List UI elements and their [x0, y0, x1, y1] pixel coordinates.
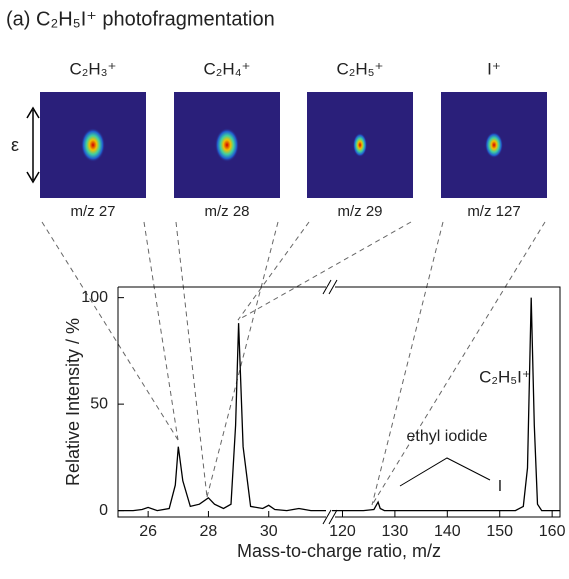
panel-label: m/z 29 — [337, 203, 382, 220]
panel-label: m/z 27 — [70, 203, 115, 220]
x-axis-label: Mass-to-charge ratio, m/z — [237, 541, 441, 561]
figure: (a) C₂H₅I⁺ photofragmentation ε C₂H₅I⁺ e… — [0, 0, 569, 574]
annotation: I — [498, 478, 502, 495]
panel-ion: I⁺ — [487, 59, 501, 78]
connectors — [42, 222, 545, 505]
x-tick-label: 160 — [539, 523, 566, 540]
annotation: C₂H₅I⁺ — [479, 367, 531, 386]
panel-label: m/z 28 — [204, 203, 249, 220]
panel-label: m/z 127 — [467, 203, 520, 220]
panel-ion: C₂H₃⁺ — [69, 59, 116, 78]
y-tick-label: 50 — [90, 395, 108, 412]
panel-ion: C₂H₄⁺ — [203, 59, 250, 78]
x-tick-label: 150 — [486, 523, 513, 540]
image-spot — [81, 128, 105, 162]
spectrum-line — [118, 323, 326, 510]
image-spot — [485, 132, 503, 158]
panel-axis-label: ε — [11, 135, 19, 155]
y-axis-label: Relative Intensity / % — [63, 318, 83, 486]
x-tick-label: 30 — [260, 523, 278, 540]
plot-frame — [118, 287, 560, 517]
axis-break — [323, 280, 337, 524]
panel-ion: C₂H₅⁺ — [337, 59, 384, 78]
x-tick-label: 130 — [382, 523, 409, 540]
y-tick-label: 100 — [81, 289, 108, 306]
y-tick-label: 0 — [99, 502, 108, 519]
annotation: ethyl iodide — [407, 428, 488, 445]
image-spot — [215, 128, 239, 162]
image-spot — [353, 133, 367, 157]
x-tick-label: 140 — [434, 523, 461, 540]
molecule-skeleton — [400, 458, 490, 486]
title: (a) C₂H₅I⁺ photofragmentation — [6, 8, 275, 30]
spectrum-line — [332, 298, 560, 511]
x-tick-label: 28 — [200, 523, 218, 540]
x-tick-label: 26 — [139, 523, 157, 540]
x-tick-label: 120 — [329, 523, 356, 540]
